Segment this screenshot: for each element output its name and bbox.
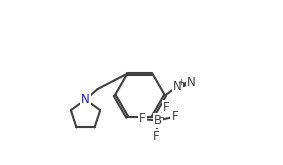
Text: B: B [154,114,162,127]
Text: F: F [162,101,169,114]
Text: F: F [171,110,178,123]
Text: N: N [81,93,90,106]
Text: F: F [153,130,159,143]
Text: +: + [177,79,184,87]
Text: −: − [157,113,164,122]
Text: N: N [173,80,182,93]
Text: N: N [186,77,195,89]
Text: F: F [139,113,146,126]
